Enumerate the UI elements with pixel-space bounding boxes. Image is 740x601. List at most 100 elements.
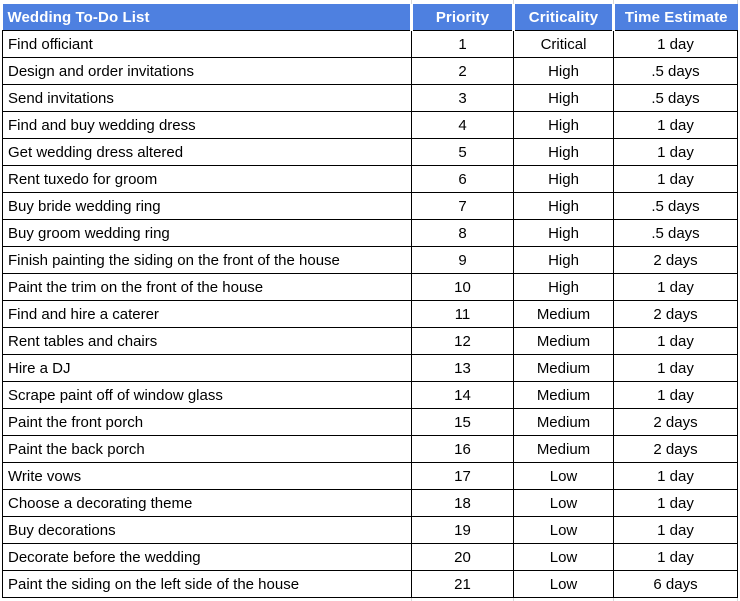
cell-criticality[interactable]: High xyxy=(513,219,614,247)
cell-criticality[interactable]: Medium xyxy=(513,435,614,463)
cell-task[interactable]: Buy bride wedding ring xyxy=(2,192,412,220)
cell-time[interactable]: 1 day xyxy=(613,327,738,355)
table-row: Choose a decorating theme 18 Low 1 day xyxy=(2,489,738,517)
cell-task[interactable]: Design and order invitations xyxy=(2,57,412,85)
cell-criticality[interactable]: High xyxy=(513,111,614,139)
cell-time[interactable]: 1 day xyxy=(613,165,738,193)
cell-task[interactable]: Finish painting the siding on the front … xyxy=(2,246,412,274)
cell-time[interactable]: 1 day xyxy=(613,543,738,571)
cell-priority[interactable]: 18 xyxy=(411,489,514,517)
cell-time[interactable]: 1 day xyxy=(613,516,738,544)
cell-criticality[interactable]: High xyxy=(513,246,614,274)
cell-time[interactable]: 1 day xyxy=(613,354,738,382)
cell-task[interactable]: Scrape paint off of window glass xyxy=(2,381,412,409)
cell-task[interactable]: Paint the front porch xyxy=(2,408,412,436)
cell-time[interactable]: 1 day xyxy=(613,138,738,166)
cell-priority[interactable]: 19 xyxy=(411,516,514,544)
cell-time[interactable]: 2 days xyxy=(613,246,738,274)
cell-criticality[interactable]: Critical xyxy=(513,30,614,58)
cell-task[interactable]: Rent tuxedo for groom xyxy=(2,165,412,193)
table-row: Rent tuxedo for groom 6 High 1 day xyxy=(2,165,738,193)
cell-task[interactable]: Decorate before the wedding xyxy=(2,543,412,571)
cell-priority[interactable]: 1 xyxy=(411,30,514,58)
table-row: Find and hire a caterer 11 Medium 2 days xyxy=(2,300,738,328)
column-header-criticality[interactable]: Criticality xyxy=(512,4,615,31)
cell-time[interactable]: 1 day xyxy=(613,462,738,490)
cell-priority[interactable]: 12 xyxy=(411,327,514,355)
cell-task[interactable]: Hire a DJ xyxy=(2,354,412,382)
cell-task[interactable]: Buy groom wedding ring xyxy=(2,219,412,247)
cell-priority[interactable]: 6 xyxy=(411,165,514,193)
cell-time[interactable]: 6 days xyxy=(613,570,738,598)
table-row: Write vows 17 Low 1 day xyxy=(2,462,738,490)
cell-criticality[interactable]: High xyxy=(513,138,614,166)
cell-priority[interactable]: 15 xyxy=(411,408,514,436)
cell-priority[interactable]: 16 xyxy=(411,435,514,463)
table-header: Wedding To-Do List Priority Criticality … xyxy=(2,4,738,31)
table-row: Design and order invitations 2 High .5 days xyxy=(2,57,738,85)
cell-priority[interactable]: 21 xyxy=(411,570,514,598)
cell-criticality[interactable]: Low xyxy=(513,543,614,571)
cell-task[interactable]: Find and buy wedding dress xyxy=(2,111,412,139)
cell-criticality[interactable]: Medium xyxy=(513,381,614,409)
table-row: Find officiant 1 Critical 1 day xyxy=(2,30,738,58)
cell-task[interactable]: Find officiant xyxy=(2,30,412,58)
cell-priority[interactable]: 2 xyxy=(411,57,514,85)
cell-criticality[interactable]: High xyxy=(513,57,614,85)
cell-criticality[interactable]: Low xyxy=(513,489,614,517)
cell-criticality[interactable]: Low xyxy=(513,462,614,490)
cell-time[interactable]: 1 day xyxy=(613,273,738,301)
cell-task[interactable]: Write vows xyxy=(2,462,412,490)
cell-criticality[interactable]: Low xyxy=(513,570,614,598)
column-header-priority[interactable]: Priority xyxy=(410,4,515,31)
cell-task[interactable]: Find and hire a caterer xyxy=(2,300,412,328)
cell-time[interactable]: 1 day xyxy=(613,381,738,409)
cell-priority[interactable]: 7 xyxy=(411,192,514,220)
cell-task[interactable]: Buy decorations xyxy=(2,516,412,544)
cell-task[interactable]: Send invitations xyxy=(2,84,412,112)
cell-criticality[interactable]: High xyxy=(513,84,614,112)
cell-time[interactable]: .5 days xyxy=(613,84,738,112)
cell-task[interactable]: Paint the trim on the front of the house xyxy=(2,273,412,301)
gridline-tick xyxy=(613,597,614,601)
table-row: Buy decorations 19 Low 1 day xyxy=(2,516,738,544)
cell-criticality[interactable]: Medium xyxy=(513,354,614,382)
column-header-time[interactable]: Time Estimate xyxy=(612,4,738,31)
cell-criticality[interactable]: Low xyxy=(513,516,614,544)
cell-task[interactable]: Rent tables and chairs xyxy=(2,327,412,355)
cell-time[interactable]: 1 day xyxy=(613,30,738,58)
cell-task[interactable]: Get wedding dress altered xyxy=(2,138,412,166)
cell-time[interactable]: 1 day xyxy=(613,111,738,139)
cell-criticality[interactable]: High xyxy=(513,273,614,301)
table-row: Paint the front porch 15 Medium 2 days xyxy=(2,408,738,436)
cell-priority[interactable]: 20 xyxy=(411,543,514,571)
cell-time[interactable]: 2 days xyxy=(613,300,738,328)
cell-priority[interactable]: 8 xyxy=(411,219,514,247)
cell-priority[interactable]: 11 xyxy=(411,300,514,328)
cell-time[interactable]: .5 days xyxy=(613,192,738,220)
cell-task[interactable]: Choose a decorating theme xyxy=(2,489,412,517)
cell-criticality[interactable]: High xyxy=(513,192,614,220)
cell-criticality[interactable]: High xyxy=(513,165,614,193)
cell-time[interactable]: 2 days xyxy=(613,408,738,436)
cell-priority[interactable]: 17 xyxy=(411,462,514,490)
cell-time[interactable]: 2 days xyxy=(613,435,738,463)
cell-time[interactable]: .5 days xyxy=(613,57,738,85)
cell-time[interactable]: .5 days xyxy=(613,219,738,247)
cell-priority[interactable]: 3 xyxy=(411,84,514,112)
cell-criticality[interactable]: Medium xyxy=(513,327,614,355)
column-header-task[interactable]: Wedding To-Do List xyxy=(2,4,413,31)
cell-priority[interactable]: 13 xyxy=(411,354,514,382)
cell-priority[interactable]: 5 xyxy=(411,138,514,166)
cell-task[interactable]: Paint the back porch xyxy=(2,435,412,463)
table-row: Send invitations 3 High .5 days xyxy=(2,84,738,112)
cell-criticality[interactable]: Medium xyxy=(513,408,614,436)
cell-priority[interactable]: 4 xyxy=(411,111,514,139)
cell-priority[interactable]: 10 xyxy=(411,273,514,301)
cell-priority[interactable]: 14 xyxy=(411,381,514,409)
cell-priority[interactable]: 9 xyxy=(411,246,514,274)
cell-task[interactable]: Paint the siding on the left side of the… xyxy=(2,570,412,598)
cell-time[interactable]: 1 day xyxy=(613,489,738,517)
cell-criticality[interactable]: Medium xyxy=(513,300,614,328)
